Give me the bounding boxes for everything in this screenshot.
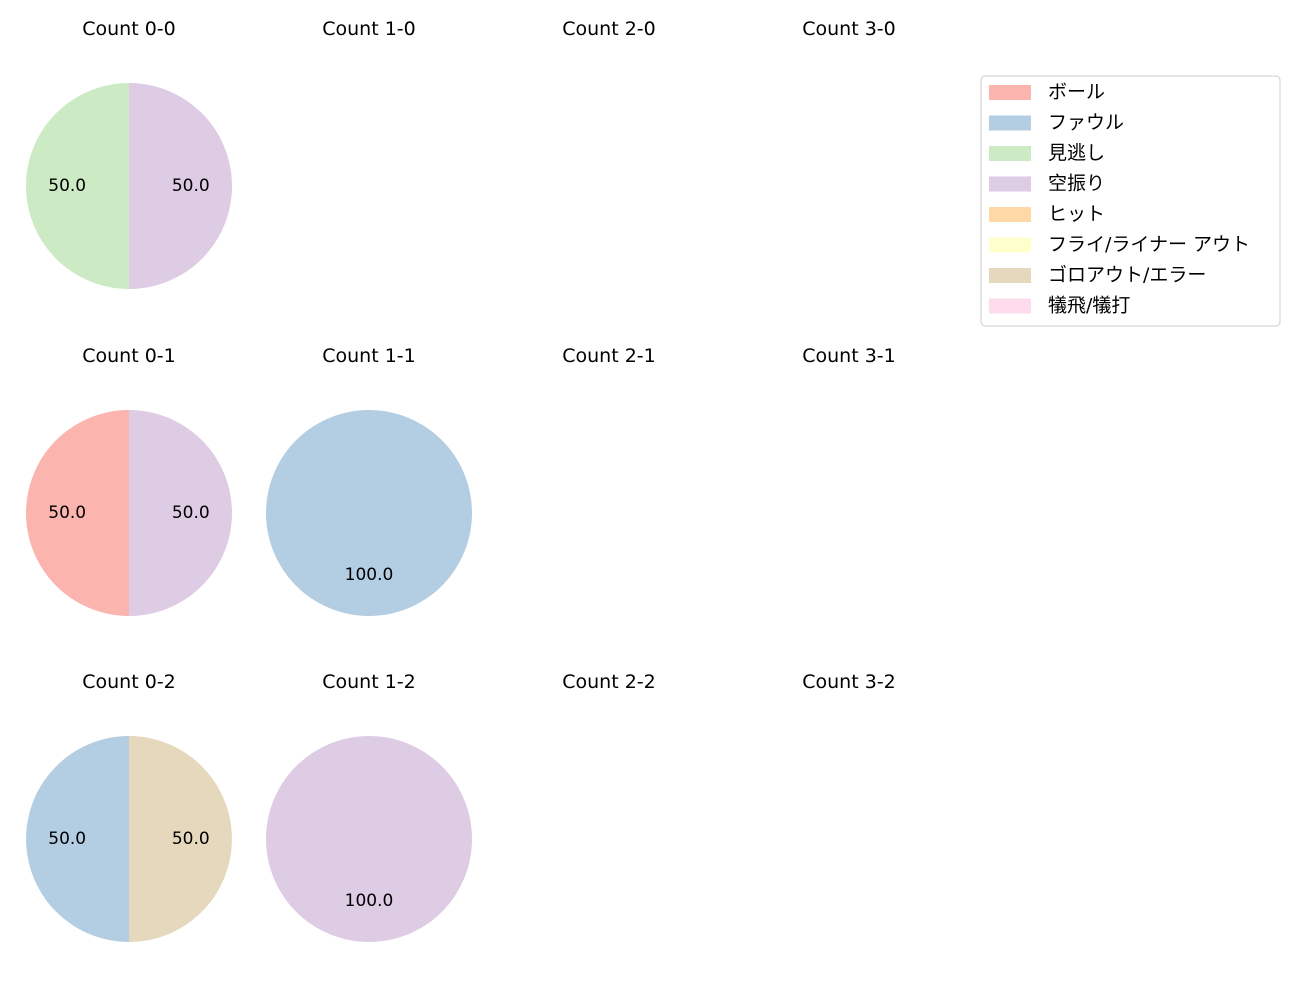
slice-label: 50.0	[172, 503, 210, 523]
panel-title: Count 3-2	[802, 671, 896, 693]
legend-label: フライ/ライナー アウト	[1048, 234, 1250, 256]
panel-title: Count 1-1	[322, 345, 416, 367]
pie-panel: Count 0-1 50.0 50.0	[26, 345, 232, 616]
panel-title: Count 0-0	[82, 18, 176, 40]
panel-title: Count 0-1	[82, 345, 176, 367]
pie-panel: Count 2-1	[562, 345, 656, 367]
pie-slice	[26, 83, 129, 289]
pie-slice	[129, 736, 232, 942]
legend-swatch	[989, 207, 1031, 222]
pie-slice	[26, 410, 129, 616]
pie-panel: Count 2-2	[562, 671, 656, 693]
legend-label: ボール	[1048, 81, 1105, 103]
slice-label: 50.0	[48, 503, 86, 523]
slice-label: 100.0	[345, 891, 394, 911]
legend-swatch	[989, 298, 1031, 314]
panel-title: Count 2-0	[562, 18, 656, 40]
pie-slice	[266, 736, 472, 942]
legend-frame	[980, 75, 1281, 327]
pie-panel: Count 3-0	[802, 18, 896, 40]
panel-title: Count 1-2	[322, 671, 416, 693]
slice-label: 100.0	[345, 565, 394, 585]
legend-label: ファウル	[1048, 112, 1124, 134]
legend-label: ヒット	[1048, 203, 1105, 225]
pie-panel: Count 3-1	[802, 345, 896, 367]
pie-slice	[266, 410, 472, 616]
legend-swatch	[989, 146, 1031, 161]
panel-title: Count 2-2	[562, 671, 656, 693]
pie-panel: Count 0-0 50.0 50.0	[26, 18, 232, 289]
panel-title: Count 0-2	[82, 671, 176, 693]
legend-label: ゴロアウト/エラー	[1048, 264, 1206, 286]
legend-label: 空振り	[1048, 173, 1105, 195]
panel-title: Count 2-1	[562, 345, 656, 367]
pie-panel: Count 1-1 100.0	[266, 345, 472, 616]
pie-slice	[129, 410, 232, 616]
legend-swatch	[989, 237, 1031, 253]
pie-slice	[26, 736, 129, 942]
legend-label: 見逃し	[1048, 142, 1105, 164]
legend-label: 犠飛/犠打	[1048, 295, 1130, 317]
panel-title: Count 1-0	[322, 18, 416, 40]
pie-panel: Count 0-2 50.0 50.0	[26, 671, 232, 942]
panel-title: Count 3-0	[802, 18, 896, 40]
slice-label: 50.0	[172, 176, 210, 196]
pie-panel: Count 1-0	[322, 18, 416, 40]
legend-swatch	[989, 176, 1031, 192]
slice-label: 50.0	[48, 176, 86, 196]
legend-swatch	[989, 85, 1031, 100]
pie-slice	[129, 83, 232, 289]
slice-label: 50.0	[48, 829, 86, 849]
pie-panel: Count 1-2 100.0	[266, 671, 472, 942]
pie-panel: Count 3-2	[802, 671, 896, 693]
panel-title: Count 3-1	[802, 345, 896, 367]
legend-swatch	[989, 115, 1031, 131]
pie-panel: Count 2-0	[562, 18, 656, 40]
legend-swatch	[989, 268, 1031, 283]
slice-label: 50.0	[172, 829, 210, 849]
